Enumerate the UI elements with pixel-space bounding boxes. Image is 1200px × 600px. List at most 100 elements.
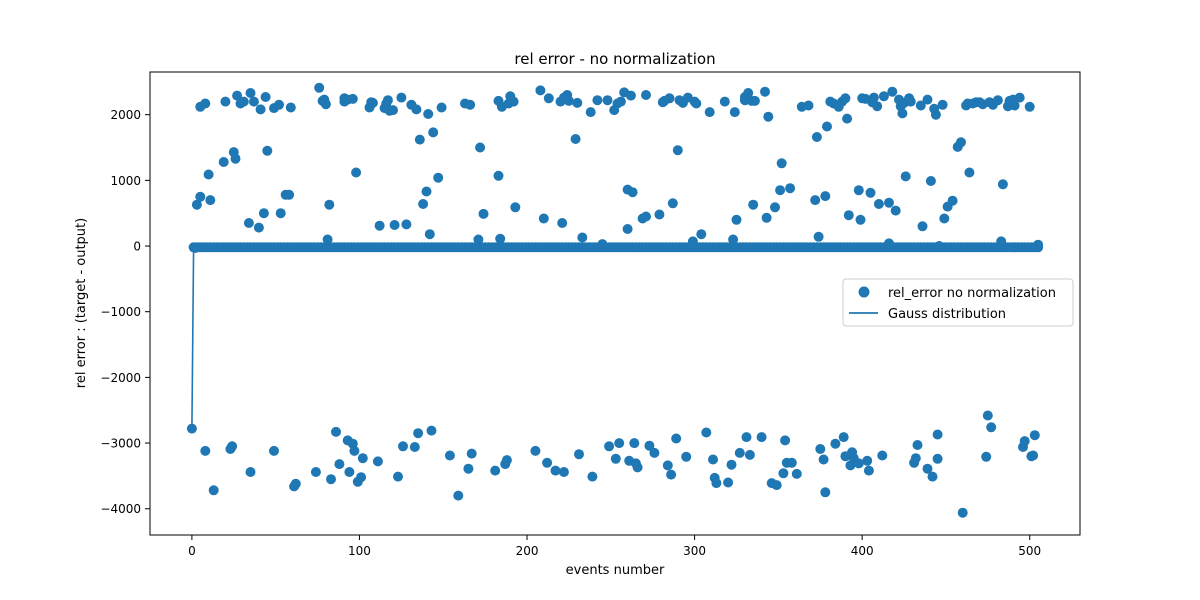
scatter-point [550,465,561,476]
scatter-point [625,90,636,101]
scatter-point [465,99,476,110]
scatter-point [614,438,625,449]
scatter-point [708,454,718,465]
scatter-point [760,86,770,97]
scatter-point [357,453,368,464]
scatter-point [190,243,201,253]
x-tick-label: 500 [1018,544,1041,558]
scatter-point [701,427,712,438]
scatter-point [310,467,321,477]
scatter-point [878,91,889,102]
scatter-point [947,195,958,206]
scatter-point [729,107,740,118]
rel-error-scatter-series [186,82,1044,518]
scatter-point [873,199,884,209]
scatter-point [696,229,707,240]
scatter-point [934,241,945,251]
scatter-point [436,102,447,113]
x-tick-label: 200 [516,544,539,558]
scatter-point [691,98,702,109]
scatter-point [932,453,943,464]
scatter-point [320,99,331,110]
scatter-point [433,172,444,183]
x-tick-label: 400 [851,544,874,558]
scatter-point [820,191,831,202]
scatter-point [444,450,455,461]
legend-marker-scatter [858,286,870,298]
scatter-point [322,234,333,245]
scatter-point [326,474,336,485]
scatter-point [778,468,789,479]
y-axis-label: rel error : (target - output) [74,218,89,388]
scatter-point [530,445,541,456]
scatter-point [818,454,829,465]
scatter-point [585,107,596,118]
scatter-point [1009,100,1020,111]
scatter-point [493,170,504,181]
scatter-point [245,88,256,98]
scatter-point [982,410,993,421]
scatter-point [622,224,633,234]
scatter-point [667,198,678,209]
scatter-point [508,96,519,107]
scatter-point [863,465,874,476]
scatter-point [205,195,216,206]
scatter-point [473,234,484,245]
scatter-point [382,95,393,106]
scatter-point [393,471,403,482]
scatter-point [409,442,420,452]
scatter-point [577,232,588,243]
scatter-point [887,86,898,97]
scatter-point [220,96,231,107]
scatter-point [664,93,675,104]
scatter-point [475,142,486,153]
scatter-point [681,451,692,462]
scatter-point [763,111,774,122]
scatter-point [191,199,202,210]
legend-label-scatter: rel_error no normalization [888,286,1056,301]
scatter-point [811,132,822,142]
scatter-point [930,109,941,120]
scatter-point [632,462,643,473]
chart-title: rel error - no normalization [514,50,715,68]
scatter-point [1014,92,1025,103]
scatter-point [649,447,660,458]
x-tick-label: 0 [188,544,196,558]
scatter-point [704,107,715,118]
scatter-point [258,208,269,219]
scatter-point [917,221,928,232]
scatter-point [912,440,923,450]
scatter-point [786,457,797,468]
scatter-point [997,179,1008,190]
scatter-point [641,90,651,100]
scatter-point [535,85,546,96]
scatter-point [413,428,424,439]
scatter-point [398,441,408,452]
scatter-point [853,185,864,196]
scatter-point [372,456,383,467]
legend-box [842,278,1074,327]
scatter-point [424,229,435,240]
scatter-point [840,93,851,104]
scatter-point [227,441,238,452]
y-tick-label: 1000 [110,174,141,188]
scatter-point [538,213,549,224]
scatter-point [570,134,581,144]
scatter-point [723,477,734,488]
scatter-point [248,96,259,107]
scatter-point [627,187,638,198]
scatter-point [771,480,782,491]
scatter-point [838,432,849,443]
x-tick-label: 300 [683,544,706,558]
scatter-point [255,104,266,115]
scatter-point [734,447,745,458]
y-tick-label: −2000 [100,371,141,385]
x-axis-ticks: 0 100 200 300 400 500 [188,535,1041,558]
scatter-point [937,99,948,110]
scatter-point [629,438,640,449]
scatter-point [996,236,1007,247]
scatter-point [719,96,730,107]
scatter-point [587,471,598,482]
scatter-point [813,231,824,242]
scatter-point [853,458,864,469]
